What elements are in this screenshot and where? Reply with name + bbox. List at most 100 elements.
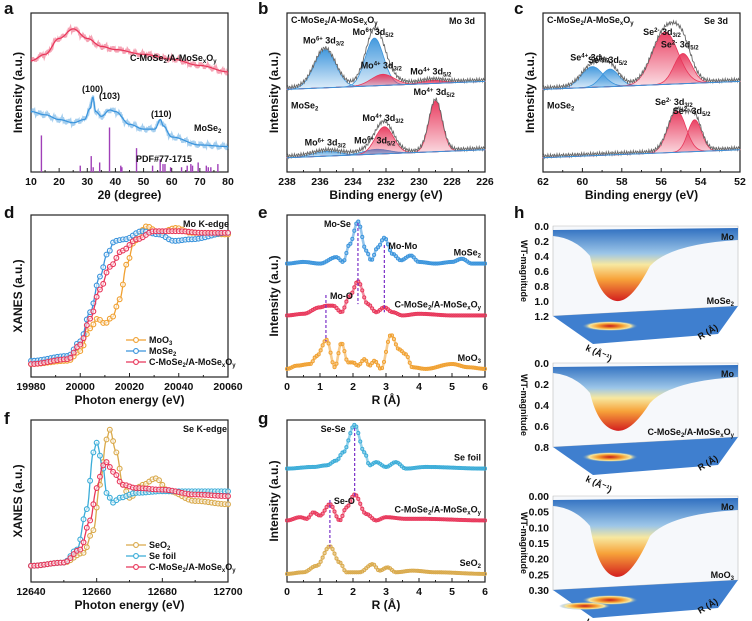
data-point (451, 517, 456, 522)
data-point (405, 354, 410, 360)
data-point (360, 234, 365, 240)
data-point (310, 464, 315, 470)
data-point (332, 551, 337, 556)
x-tick-label: 6 (482, 586, 488, 598)
data-point (391, 460, 396, 465)
data-point (431, 465, 436, 470)
data-point (93, 282, 100, 289)
peak-label: Mo6+ 3d3/2 (303, 36, 345, 48)
data-point (83, 524, 90, 531)
data-point (453, 313, 458, 318)
data-point (459, 517, 464, 523)
data-point (449, 313, 454, 318)
data-point (288, 517, 294, 522)
data-point (463, 313, 468, 318)
x-tick-label: 1 (317, 586, 323, 598)
x-tick-label: 6 (482, 381, 488, 393)
data-point (385, 242, 391, 247)
data-point (401, 465, 406, 471)
data-point (314, 305, 319, 311)
data-point (374, 310, 379, 315)
data-point (324, 337, 329, 342)
x-axis-label: Binding energy (eV) (585, 188, 698, 202)
data-point (431, 570, 436, 575)
data-point (383, 515, 389, 520)
data-point (427, 464, 432, 470)
data-point (443, 260, 448, 265)
data-point (469, 261, 474, 266)
data-point (332, 458, 337, 464)
y-axis-label: Intensity (a.u.) (11, 52, 25, 133)
data-point (350, 236, 355, 241)
data-point (403, 466, 408, 471)
data-point (336, 559, 341, 564)
wt-surface-2: 0.00 0.05 0.10 0.15 0.20 0.25 0.30 WT-magnitude… (519, 491, 739, 621)
x-tick-label: 30 (81, 176, 93, 188)
data-point (364, 248, 369, 253)
data-point (308, 464, 313, 470)
data-point (469, 466, 474, 471)
x-tick-label: 60 (166, 176, 178, 188)
data-point (409, 466, 414, 471)
data-point (433, 312, 438, 317)
data-point (328, 256, 333, 262)
peak-label: Se4+ 3d3/2 (570, 53, 610, 65)
data-point (415, 365, 420, 370)
data-point (372, 562, 377, 567)
data-point (350, 360, 355, 365)
peak-label: Se2- 3d5/2 (673, 106, 711, 118)
data-point (362, 244, 367, 249)
data-point (465, 571, 470, 576)
series-label: MoSe2 (454, 248, 482, 260)
data-point (362, 295, 367, 300)
data-point (358, 224, 363, 229)
baseline (286, 80, 486, 90)
data-point (352, 492, 357, 497)
data-point (300, 515, 305, 520)
x-tick-label: 1 (317, 381, 323, 393)
data-point (346, 438, 351, 443)
data-point (318, 463, 323, 469)
z-tick-label: 0.15 (529, 538, 550, 550)
data-point (455, 465, 460, 470)
data-point (360, 288, 365, 293)
data-point (480, 518, 486, 523)
panel-label-d: d (4, 203, 14, 222)
data-point (433, 570, 438, 575)
data-point (379, 238, 385, 243)
data-point (67, 354, 74, 361)
sample-label: C-MoSe2/A-MoSexOy (647, 427, 734, 439)
data-point (455, 517, 460, 522)
data-point (334, 556, 339, 561)
data-point (90, 449, 97, 456)
data-point (354, 570, 359, 575)
data-point (324, 463, 329, 468)
data-point (302, 465, 307, 470)
data-point (348, 570, 353, 575)
data-point (480, 571, 486, 576)
data-point (475, 313, 480, 318)
data-point (316, 562, 321, 567)
data-point (409, 364, 414, 370)
data-point (441, 313, 446, 318)
data-point (393, 515, 398, 521)
panel-e: e 0 1 2 3 4 5 6 R (Å) Intensity (a.u.) MoSe2 C-MoSe… (258, 203, 488, 407)
data-point (286, 466, 292, 471)
data-point (387, 248, 393, 253)
data-point (419, 366, 424, 371)
data-point (320, 343, 325, 348)
panel-label-e: e (258, 203, 267, 222)
data-point (393, 570, 398, 575)
data-point (403, 352, 408, 357)
peak-label-100: (100) (82, 84, 103, 94)
data-point (455, 313, 460, 318)
data-point (421, 260, 426, 265)
data-point (77, 348, 84, 355)
z-tick-label: 0.4 (534, 251, 549, 263)
data-point (429, 464, 434, 470)
x-tick-label: 226 (476, 176, 494, 188)
legend-marker (133, 337, 139, 343)
data-point (445, 260, 450, 265)
data-point (395, 516, 400, 521)
data-point (324, 547, 329, 552)
